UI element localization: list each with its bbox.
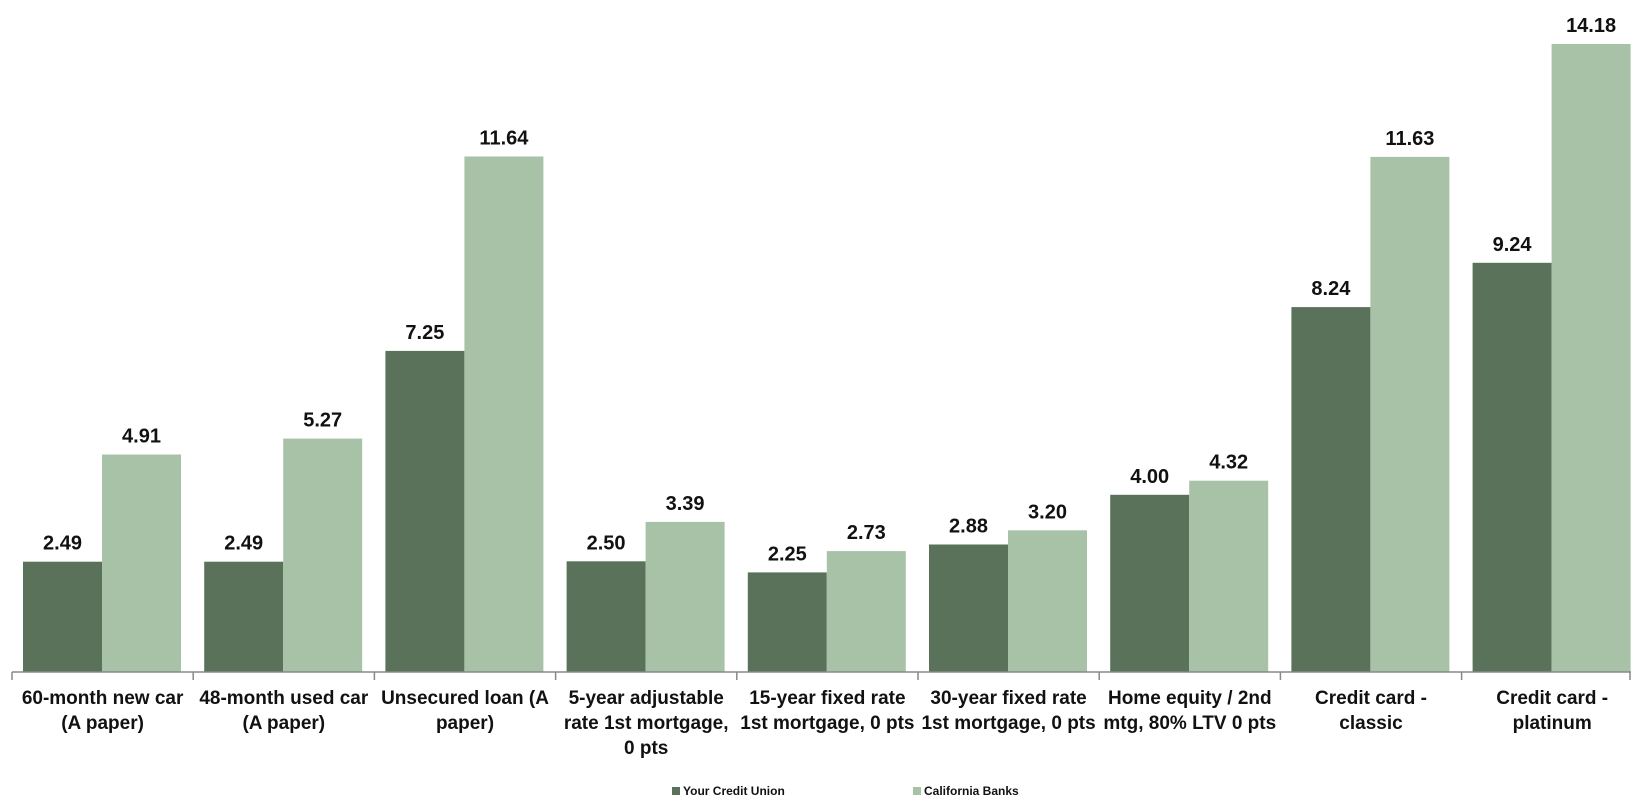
value-label: 2.73 bbox=[847, 522, 886, 544]
value-label: 2.25 bbox=[768, 543, 807, 565]
category-label: Unsecured loan (A paper) bbox=[381, 688, 549, 734]
value-label: 11.63 bbox=[1385, 128, 1434, 150]
legend-swatch bbox=[913, 787, 921, 795]
legend: Your Credit Union California Banks bbox=[0, 784, 1631, 800]
bar-credit-union-4 bbox=[747, 572, 827, 672]
bar-california-banks-3 bbox=[645, 521, 725, 672]
legend-item-california-banks: California Banks bbox=[913, 784, 1019, 798]
value-label: 4.91 bbox=[122, 426, 161, 448]
category-label: Credit card - platinum bbox=[1496, 688, 1609, 734]
value-label: 4.32 bbox=[1209, 452, 1248, 474]
bar-credit-union-6 bbox=[1110, 494, 1190, 672]
category-label: 5-year adjustable rate 1st mortgage, 0 p… bbox=[563, 688, 729, 759]
value-label: 2.50 bbox=[587, 532, 626, 554]
category-label: 48-month used car (A paper) bbox=[199, 688, 369, 734]
category-label: 15-year fixed rate 1st mortgage, 0 pts bbox=[740, 688, 915, 734]
bar-california-banks-4 bbox=[826, 551, 906, 672]
bar-credit-union-2 bbox=[385, 350, 465, 672]
value-label: 7.25 bbox=[405, 322, 444, 344]
bar-credit-union-5 bbox=[929, 544, 1008, 672]
legend-item-your-credit-union: Your Credit Union bbox=[672, 784, 785, 798]
bar-california-banks-6 bbox=[1189, 480, 1269, 672]
category-label: Home equity / 2nd mtg, 80% LTV 0 pts bbox=[1103, 688, 1277, 734]
bar-california-banks-7 bbox=[1370, 156, 1450, 672]
legend-label: California Banks bbox=[924, 784, 1019, 798]
bar-credit-union-0 bbox=[23, 561, 102, 672]
value-label: 9.24 bbox=[1493, 234, 1533, 256]
value-labels-group: 2.49 4.91 2.49 5.27 7.25 11.64 2.50 3.39 2.25 2.7… bbox=[43, 15, 1616, 565]
bar-credit-union-7 bbox=[1291, 307, 1371, 672]
value-label: 14.18 bbox=[1566, 15, 1616, 37]
value-label: 3.20 bbox=[1028, 501, 1067, 523]
bar-california-banks-0 bbox=[102, 454, 181, 672]
bar-credit-union-1 bbox=[204, 561, 284, 672]
x-axis bbox=[11, 671, 1631, 680]
bar-california-banks-1 bbox=[283, 438, 363, 672]
bar-credit-union-8 bbox=[1472, 262, 1552, 672]
legend-label: Your Credit Union bbox=[683, 784, 785, 798]
bars-group bbox=[23, 44, 1631, 672]
bar-credit-union-3 bbox=[566, 561, 646, 672]
value-label: 3.39 bbox=[666, 493, 705, 515]
legend-swatch bbox=[672, 787, 680, 795]
category-label: 60-month new car (A paper) bbox=[21, 688, 184, 734]
value-label: 2.88 bbox=[949, 516, 988, 538]
category-label: Credit card - classic bbox=[1315, 688, 1427, 734]
bar-california-banks-8 bbox=[1551, 44, 1631, 672]
bar-california-banks-5 bbox=[1008, 530, 1087, 672]
value-label: 2.49 bbox=[224, 533, 263, 555]
bar-california-banks-2 bbox=[464, 156, 544, 672]
value-label: 11.64 bbox=[479, 128, 529, 150]
category-label: 30-year fixed rate 1st mortgage, 0 pts bbox=[921, 688, 1096, 734]
value-label: 2.49 bbox=[43, 533, 82, 555]
value-label: 4.00 bbox=[1130, 466, 1169, 488]
value-label: 5.27 bbox=[303, 410, 342, 432]
value-label: 8.24 bbox=[1311, 278, 1351, 300]
